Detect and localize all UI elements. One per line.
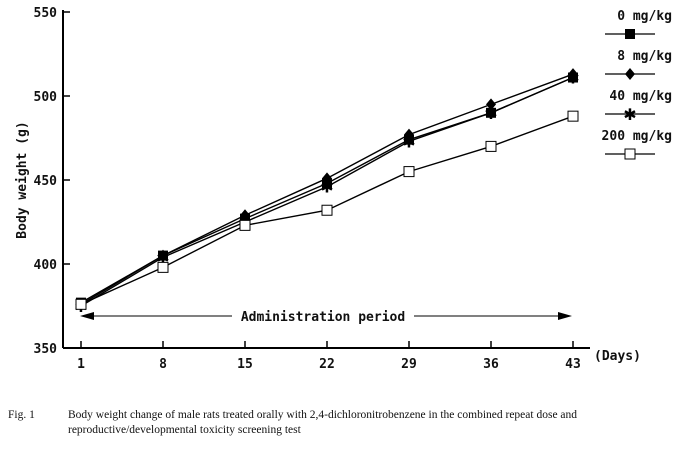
data-point: ✱: [566, 69, 579, 88]
x-tick-label: 1: [77, 357, 85, 372]
data-point: [239, 219, 251, 231]
y-tick-label: 450: [34, 174, 58, 189]
y-axis-label: Body weight (g): [15, 121, 30, 238]
arrow-left-icon: [80, 312, 94, 320]
y-tick-label: 500: [34, 90, 58, 105]
data-point: [157, 261, 169, 273]
legend-label: 0 mg/kg: [617, 9, 672, 24]
legend-marker: [624, 148, 636, 160]
legend-marker: ✱: [623, 105, 636, 124]
legend-marker: [625, 29, 635, 39]
x-tick-label: 8: [159, 357, 167, 372]
x-axis-label: (Days): [594, 349, 641, 364]
data-point: [567, 110, 579, 122]
legend-label: 200 mg/kg: [602, 129, 672, 144]
figure-caption: Fig. 1 Body weight change of male rats t…: [8, 408, 688, 438]
data-point: [322, 172, 332, 185]
data-point: [485, 140, 497, 152]
data-point: ✱: [320, 178, 333, 197]
legend-marker: [625, 68, 635, 80]
x-tick-label: 43: [565, 357, 581, 372]
y-tick-label: 550: [34, 6, 58, 21]
data-point: [75, 298, 87, 310]
x-tick-label: 22: [319, 357, 335, 372]
legend-label: 40 mg/kg: [609, 89, 672, 104]
data-point: [240, 209, 250, 222]
line-chart: 350 400 450 500 550 1 8 15 22 29 36 43 (Days) Body we…: [15, 6, 672, 372]
caption-label: Fig. 1: [8, 409, 35, 421]
caption-text: Body weight change of male rats treated …: [68, 409, 578, 436]
data-point: [486, 98, 496, 111]
x-tick-label: 36: [483, 357, 499, 372]
data-point: ✱: [484, 104, 497, 123]
arrow-right-icon: [558, 312, 572, 320]
data-point: [568, 68, 578, 81]
data-point: [321, 204, 333, 216]
y-tick-label: 400: [34, 258, 58, 273]
data-point: ✱: [402, 132, 415, 151]
data-point: [403, 166, 415, 178]
period-annotation: Administration period: [241, 310, 405, 325]
data-point: [404, 128, 414, 141]
x-tick-label: 29: [401, 357, 417, 372]
series-line-2: [80, 76, 574, 307]
x-tick-label: 15: [237, 357, 253, 372]
legend-label: 8 mg/kg: [617, 49, 672, 64]
y-tick-label: 350: [34, 342, 58, 357]
